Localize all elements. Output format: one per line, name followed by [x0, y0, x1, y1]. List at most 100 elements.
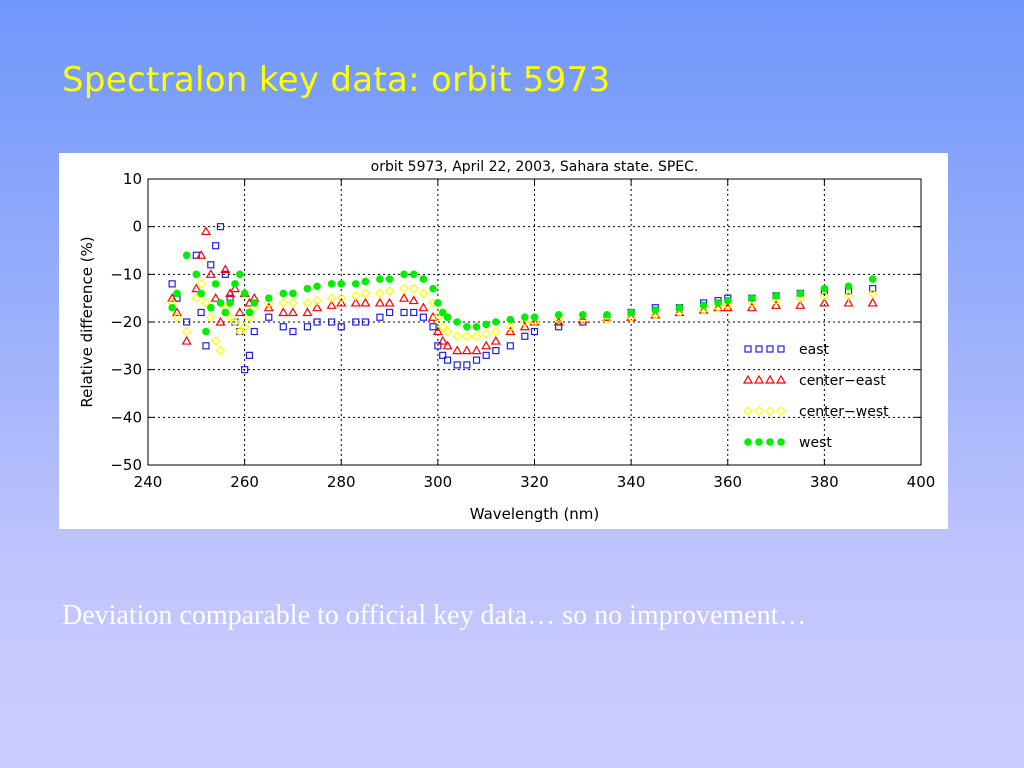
data-point — [245, 351, 254, 359]
data-point — [205, 312, 216, 323]
data-point — [698, 304, 709, 314]
data-point — [577, 314, 588, 324]
data-point — [167, 292, 178, 302]
legend-marker — [777, 438, 785, 446]
chart: 240 260 280 300 320 340 360 380 400 10 0 −10 −20 −30 −… — [78, 159, 936, 523]
data-point — [482, 320, 490, 329]
data-point — [453, 361, 461, 369]
data-point — [819, 290, 830, 301]
legend-marker — [755, 345, 763, 353]
data-point — [326, 300, 337, 309]
series-west — [168, 251, 877, 336]
legend-marker — [754, 406, 764, 416]
y-tick-label: −30 — [110, 361, 142, 379]
data-point — [240, 289, 249, 298]
data-point — [249, 302, 260, 313]
legend-marker — [755, 438, 763, 446]
data-point — [505, 326, 516, 336]
slide-title: Spectralon key data: orbit 5973 — [62, 60, 611, 100]
data-point — [303, 323, 312, 331]
data-point — [202, 342, 210, 350]
legend-marker — [764, 374, 776, 384]
data-point — [210, 292, 221, 302]
data-point — [168, 280, 176, 288]
data-point — [171, 307, 183, 317]
data-point — [443, 356, 452, 364]
data-point — [434, 342, 442, 350]
data-point — [231, 318, 239, 326]
data-point — [376, 313, 384, 321]
legend-label: center−west — [799, 404, 889, 420]
data-point — [337, 323, 345, 331]
x-tick-label: 400 — [907, 473, 936, 491]
data-point — [437, 321, 448, 332]
legend-marker — [766, 345, 774, 353]
data-point — [603, 311, 611, 319]
data-point — [521, 313, 529, 322]
data-point — [463, 361, 471, 369]
data-point — [463, 322, 471, 331]
data-point — [519, 317, 530, 327]
data-point — [183, 318, 191, 326]
data-point — [234, 307, 245, 317]
data-point — [439, 351, 447, 359]
legend-marker — [753, 374, 765, 384]
data-point — [843, 290, 854, 301]
data-point — [410, 308, 418, 317]
data-point — [819, 297, 830, 307]
data-point — [748, 294, 756, 302]
data-point — [207, 261, 215, 269]
data-point — [312, 295, 322, 306]
data-point — [265, 313, 273, 321]
data-point — [221, 308, 230, 317]
data-point — [352, 318, 360, 326]
data-point — [197, 308, 205, 317]
data-point — [521, 332, 529, 340]
data-point — [200, 226, 212, 236]
data-point — [216, 299, 225, 307]
data-point — [207, 303, 215, 312]
data-point — [437, 335, 448, 345]
data-point — [722, 300, 733, 311]
data-point — [482, 351, 490, 359]
x-tick-label: 240 — [134, 473, 163, 491]
caption: Deviation comparable to official key dat… — [62, 600, 807, 631]
data-point — [225, 312, 235, 323]
data-point — [843, 297, 854, 307]
data-point — [579, 311, 587, 319]
data-point — [181, 335, 192, 345]
data-point — [433, 312, 443, 323]
x-tick-label: 280 — [327, 473, 356, 491]
data-point — [313, 282, 321, 291]
data-point — [221, 270, 229, 278]
data-point — [210, 336, 221, 346]
data-point — [220, 264, 231, 274]
data-point — [168, 303, 176, 312]
data-point — [869, 285, 877, 293]
data-point — [409, 270, 418, 279]
data-point — [506, 315, 515, 324]
data-point — [434, 299, 442, 307]
x-tick-label: 340 — [617, 473, 646, 491]
data-point — [713, 302, 723, 313]
data-point — [287, 307, 298, 317]
data-point — [529, 317, 540, 327]
data-point — [241, 366, 249, 374]
x-tick-label: 360 — [713, 473, 742, 491]
data-point — [250, 299, 259, 307]
data-point — [215, 345, 226, 356]
data-point — [867, 288, 878, 299]
data-point — [327, 280, 336, 288]
data-point — [713, 302, 724, 312]
data-point — [442, 340, 453, 350]
data-point — [375, 288, 385, 299]
data-point — [699, 301, 708, 310]
data-point — [471, 331, 482, 342]
data-point — [419, 313, 427, 321]
data-point — [231, 280, 239, 288]
data-point — [263, 302, 274, 312]
data-point — [250, 327, 258, 336]
data-point — [244, 312, 255, 323]
data-point — [279, 289, 288, 298]
data-point — [234, 326, 245, 337]
